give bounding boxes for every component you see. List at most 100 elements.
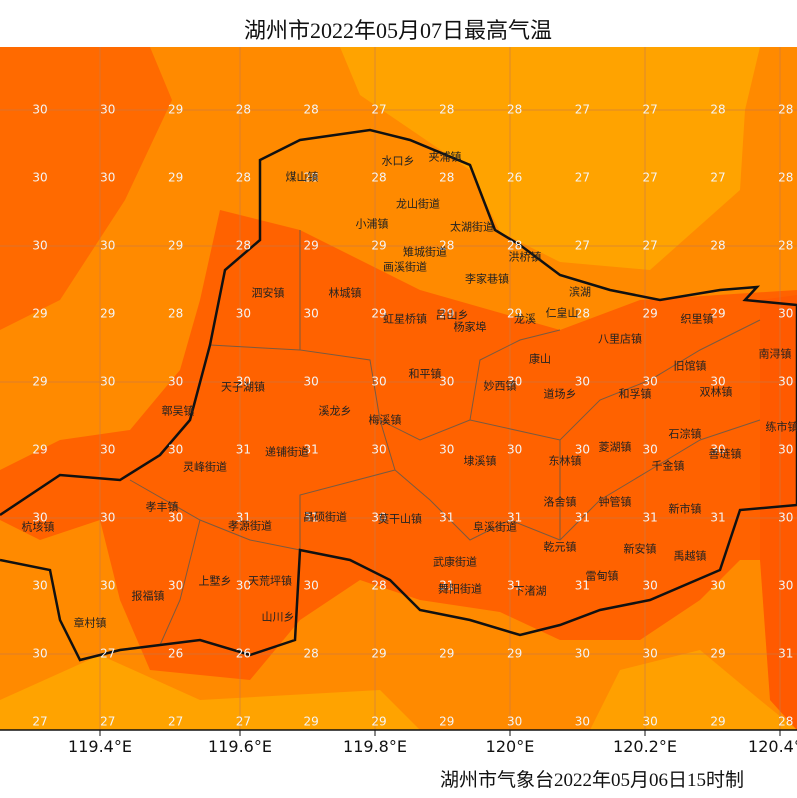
temperature-value: 30 — [439, 375, 454, 389]
town-label: 灵峰街道 — [183, 460, 227, 474]
town-label: 李家巷镇 — [465, 272, 509, 286]
temperature-value: 29 — [710, 647, 725, 661]
longitude-label: 120.4°E — [748, 737, 797, 756]
town-label: 杭垓镇 — [22, 520, 55, 534]
temperature-value: 30 — [575, 443, 590, 457]
temperature-value: 31 — [304, 511, 319, 525]
temperature-value: 29 — [371, 239, 386, 253]
temperature-value: 27 — [168, 715, 183, 729]
temperature-value: 29 — [32, 375, 47, 389]
town-label: 吕山乡 — [436, 309, 469, 322]
temperature-value: 27 — [371, 103, 386, 117]
temperature-value: 30 — [236, 307, 251, 321]
town-label: 洪桥镇 — [509, 250, 542, 264]
temperature-value: 31 — [643, 511, 658, 525]
town-label: 水口乡 — [382, 155, 415, 168]
temperature-value: 28 — [304, 647, 319, 661]
town-label: 新安镇 — [624, 542, 657, 556]
map-area — [0, 47, 797, 730]
temperature-value: 26 — [507, 171, 522, 185]
temperature-value: 29 — [168, 171, 183, 185]
temperature-value: 29 — [371, 647, 386, 661]
temperature-value: 30 — [304, 579, 319, 593]
temperature-value: 29 — [304, 715, 319, 729]
temperature-value: 27 — [100, 715, 115, 729]
temperature-value: 27 — [643, 239, 658, 253]
longitude-axis: 119.4°E 119.6°E 119.8°E 120°E 120.2°E 120.4°E — [68, 730, 797, 756]
town-label: 莫干山镇 — [378, 512, 422, 526]
temperature-value: 30 — [643, 443, 658, 457]
town-label: 埭溪镇 — [464, 454, 497, 468]
temperature-value: 31 — [575, 511, 590, 525]
town-label: 南浔镇 — [759, 347, 792, 361]
town-label: 阜溪街道 — [473, 520, 517, 534]
temperature-value: 31 — [439, 579, 454, 593]
temperature-value: 31 — [710, 511, 725, 525]
temp-zone — [590, 650, 797, 730]
town-label: 泗安镇 — [252, 286, 285, 300]
temperature-value: 30 — [100, 171, 115, 185]
temperature-value: 29 — [168, 239, 183, 253]
town-label: 孝丰镇 — [146, 500, 179, 514]
temperature-value: 28 — [778, 171, 793, 185]
temperature-value: 28 — [439, 103, 454, 117]
temperature-value: 27 — [710, 171, 725, 185]
temperature-value: 29 — [710, 715, 725, 729]
temperature-value: 29 — [371, 307, 386, 321]
temperature-value: 29 — [371, 715, 386, 729]
town-label: 道场乡 — [544, 387, 577, 401]
town-label: 煤山镇 — [286, 170, 319, 184]
temperature-value: 28 — [371, 579, 386, 593]
temperature-value: 27 — [575, 103, 590, 117]
temperature-value: 30 — [507, 443, 522, 457]
temperature-value: 27 — [32, 715, 47, 729]
town-label: 报福镇 — [132, 589, 165, 603]
temp-zone — [0, 655, 420, 730]
town-label: 仁皇山 — [546, 306, 579, 320]
town-label: 练市镇 — [766, 420, 797, 434]
temperature-value: 28 — [168, 307, 183, 321]
town-label: 千金镇 — [652, 459, 685, 473]
temperature-value: 29 — [643, 307, 658, 321]
town-label: 新市镇 — [669, 502, 702, 516]
temperature-value: 30 — [710, 579, 725, 593]
temperature-value: 30 — [32, 103, 47, 117]
temperature-value: 31 — [236, 443, 251, 457]
town-label: 鄣吴镇 — [162, 404, 195, 418]
town-label: 武康街道 — [433, 555, 477, 569]
temperature-value: 31 — [236, 511, 251, 525]
town-label: 和平镇 — [409, 367, 442, 381]
temperature-value: 30 — [575, 715, 590, 729]
temperature-value: 30 — [100, 511, 115, 525]
longitude-label: 119.6°E — [208, 737, 272, 756]
town-label: 天荒坪镇 — [248, 574, 292, 588]
temperature-value: 27 — [575, 239, 590, 253]
temperature-value: 28 — [710, 239, 725, 253]
temperature-value: 29 — [439, 647, 454, 661]
temperature-value: 30 — [168, 579, 183, 593]
temperature-value: 29 — [439, 307, 454, 321]
footer-credit: 湖州市气象台2022年05月06日15时制 — [440, 769, 744, 791]
town-label: 林城镇 — [329, 286, 362, 300]
town-label: 递铺街道 — [265, 445, 309, 459]
temperature-value: 28 — [778, 715, 793, 729]
temperature-value: 30 — [575, 375, 590, 389]
town-label: 龙溪 — [514, 313, 536, 326]
temperature-value: 30 — [778, 511, 793, 525]
town-label: 和孚镇 — [619, 387, 652, 401]
town-label: 虹星桥镇 — [383, 312, 427, 326]
temperature-value: 28 — [304, 103, 319, 117]
longitude-label: 120.2°E — [613, 737, 677, 756]
temp-zone — [340, 47, 760, 270]
town-label: 洛舍镇 — [544, 495, 577, 509]
town-label: 东林镇 — [549, 454, 582, 468]
temperature-value: 29 — [507, 647, 522, 661]
temperature-value: 31 — [575, 579, 590, 593]
town-label: 乾元镇 — [544, 540, 577, 554]
temperature-value: 28 — [304, 171, 319, 185]
town-label: 雷甸镇 — [586, 569, 619, 583]
town-label: 孝源街道 — [228, 519, 272, 533]
town-label: 菱湖镇 — [599, 440, 632, 454]
town-label: 舞阳街道 — [438, 582, 482, 596]
